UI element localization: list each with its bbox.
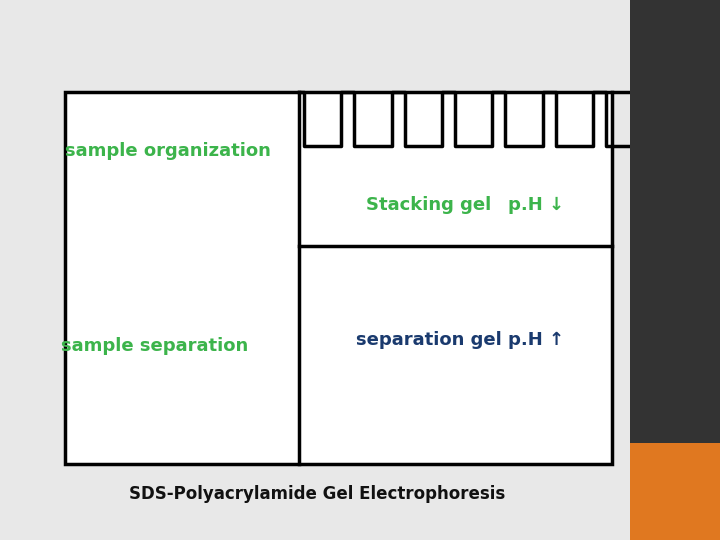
Bar	[65, 92, 612, 464]
Text: p.H ↓: p.H ↓	[508, 196, 564, 214]
Text: sample organization: sample organization	[65, 142, 271, 160]
Bar	[630, 0, 720, 540]
Text: Stacking gel: Stacking gel	[366, 196, 491, 214]
Text: SDS-Polyacrylamide Gel Electrophoresis: SDS-Polyacrylamide Gel Electrophoresis	[129, 485, 505, 503]
Text: sample separation: sample separation	[61, 336, 248, 355]
Text: p.H ↑: p.H ↑	[508, 331, 564, 349]
Bar	[630, 443, 720, 540]
Text: separation gel: separation gel	[356, 331, 501, 349]
